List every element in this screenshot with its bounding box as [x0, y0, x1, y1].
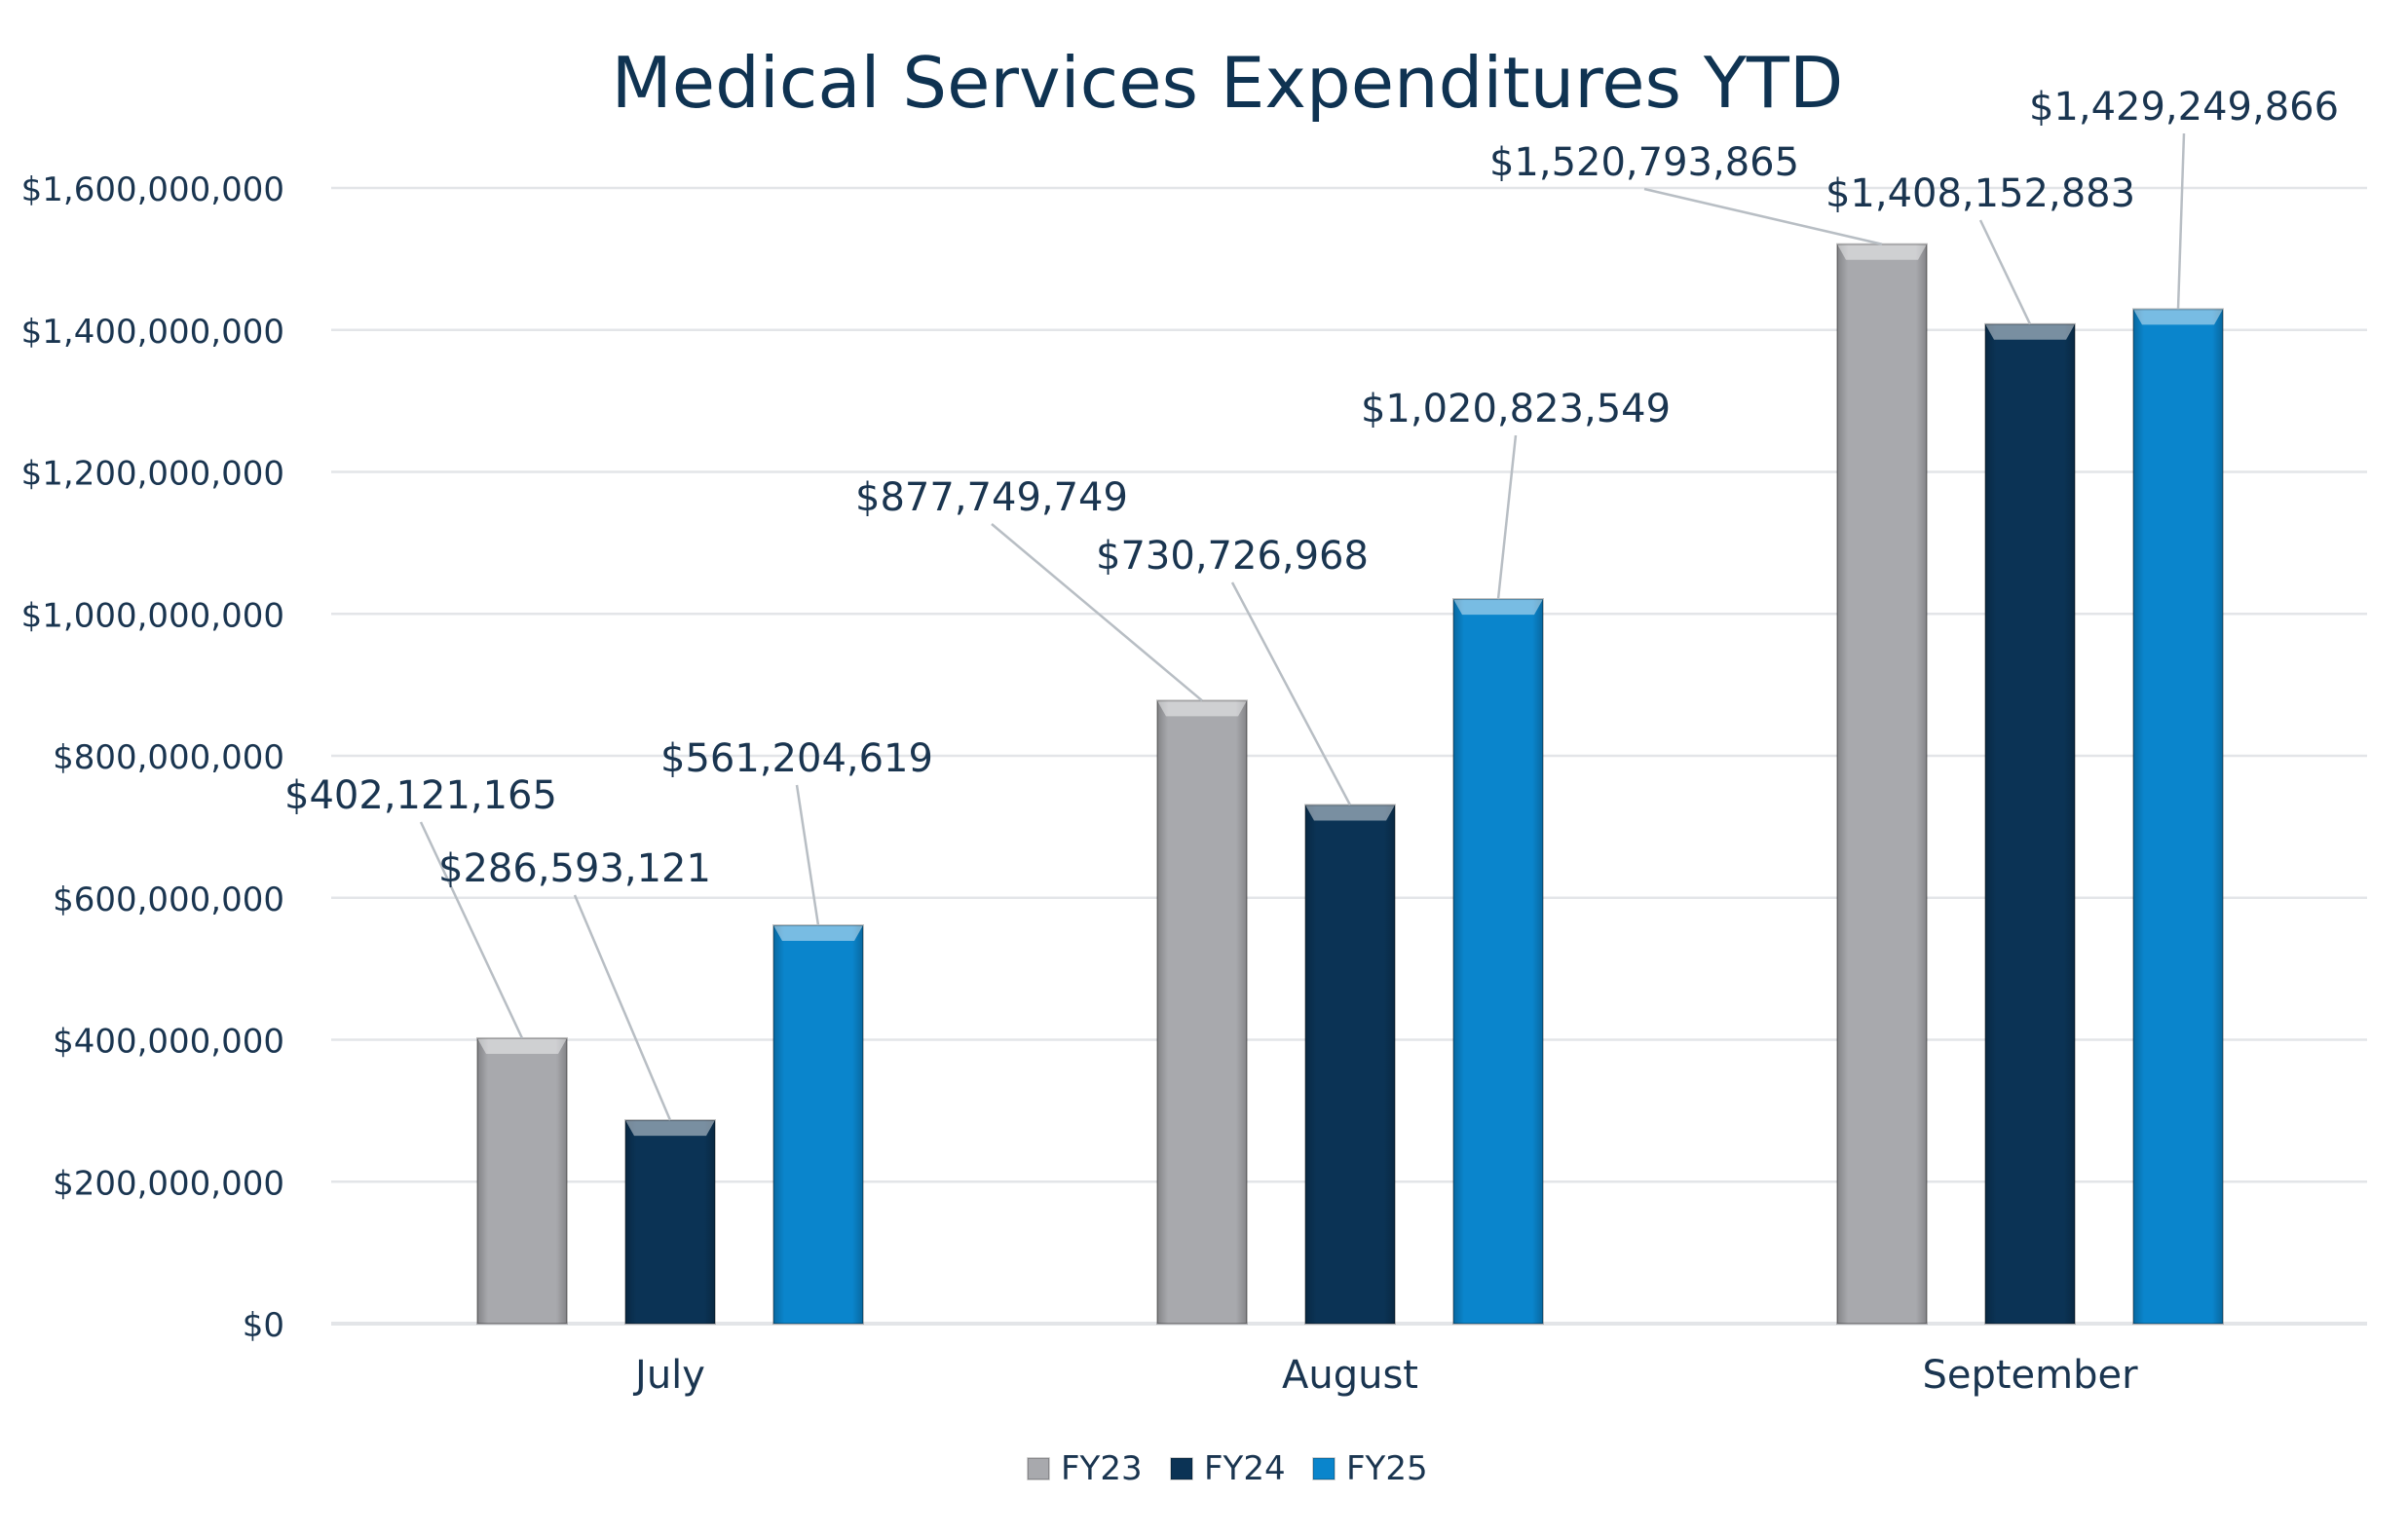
legend-swatch-fy25	[1312, 1457, 1336, 1480]
data-label: $1,408,152,883	[1825, 171, 2135, 216]
leader-line	[1230, 581, 1352, 806]
bar-bevel	[2133, 309, 2223, 325]
bar-shading	[1157, 700, 1247, 1324]
legend-label: FY25	[1346, 1449, 1428, 1488]
data-label: $286,593,121	[438, 846, 711, 891]
leader-line	[1643, 187, 1883, 245]
x-category-label: September	[1922, 1353, 2138, 1398]
y-tick-label: $600,000,000	[53, 880, 284, 919]
bar-shading	[1985, 323, 2075, 1324]
leader-line	[991, 523, 1203, 702]
legend-swatch-fy23	[1027, 1457, 1050, 1480]
x-axis-category-labels: July August September	[632, 1353, 2138, 1398]
bar-bevel	[1837, 243, 1927, 260]
bars	[476, 243, 2224, 1326]
bar-shading	[2133, 309, 2223, 1324]
y-tick-label: $1,000,000,000	[21, 596, 284, 635]
legend-swatch-fy24	[1170, 1457, 1193, 1480]
bar-bevel	[1985, 323, 2075, 340]
y-tick-label: $1,400,000,000	[21, 313, 284, 352]
leader-line	[573, 894, 672, 1121]
y-tick-label: $200,000,000	[53, 1164, 284, 1203]
bar-bevel	[773, 925, 863, 942]
data-label: $1,429,249,866	[2029, 85, 2339, 130]
y-tick-label: $1,200,000,000	[21, 455, 284, 494]
bar-bevel	[1305, 805, 1395, 821]
bar-bevel	[1453, 599, 1543, 616]
bar-shading	[1453, 599, 1543, 1324]
bar-shading	[1305, 805, 1395, 1324]
leader-line	[795, 784, 820, 926]
data-label: $402,121,165	[284, 773, 557, 818]
data-label: $730,726,968	[1096, 534, 1369, 579]
bar-shading	[1837, 243, 1927, 1325]
chart-title: Medical Services Expenditures YTD	[612, 42, 1844, 124]
bar-bevel	[625, 1120, 715, 1137]
x-category-label: August	[1282, 1353, 1418, 1398]
bar-bevel	[1157, 700, 1247, 717]
x-category-label: July	[632, 1353, 705, 1398]
legend-label: FY23	[1061, 1449, 1143, 1488]
y-tick-label: $1,600,000,000	[21, 170, 284, 209]
legend-label: FY24	[1204, 1449, 1286, 1488]
leader-line	[2176, 132, 2186, 310]
y-tick-label: $400,000,000	[53, 1023, 284, 1062]
leader-line	[1978, 219, 2032, 325]
y-axis-tick-labels: $0 $200,000,000 $400,000,000 $600,000,000 $8…	[21, 170, 284, 1345]
data-label-leader-lines	[419, 132, 2186, 1121]
bar-shading	[625, 1120, 715, 1324]
data-label: $561,204,619	[660, 736, 933, 781]
leader-line	[419, 821, 524, 1039]
legend: FY23 FY24 FY25	[1027, 1449, 1428, 1488]
leader-line	[1496, 434, 1518, 600]
data-label: $1,520,793,865	[1489, 140, 1799, 185]
y-tick-label: $800,000,000	[53, 738, 284, 777]
data-label: $877,749,749	[855, 475, 1128, 520]
bar-bevel	[477, 1037, 567, 1054]
y-tick-label: $0	[243, 1306, 284, 1345]
bar-shading	[773, 925, 863, 1324]
data-labels: $402,121,165 $877,749,749 $1,520,793,865 $2…	[284, 85, 2339, 891]
bar-shading	[477, 1037, 567, 1324]
data-label: $1,020,823,549	[1361, 387, 1671, 431]
